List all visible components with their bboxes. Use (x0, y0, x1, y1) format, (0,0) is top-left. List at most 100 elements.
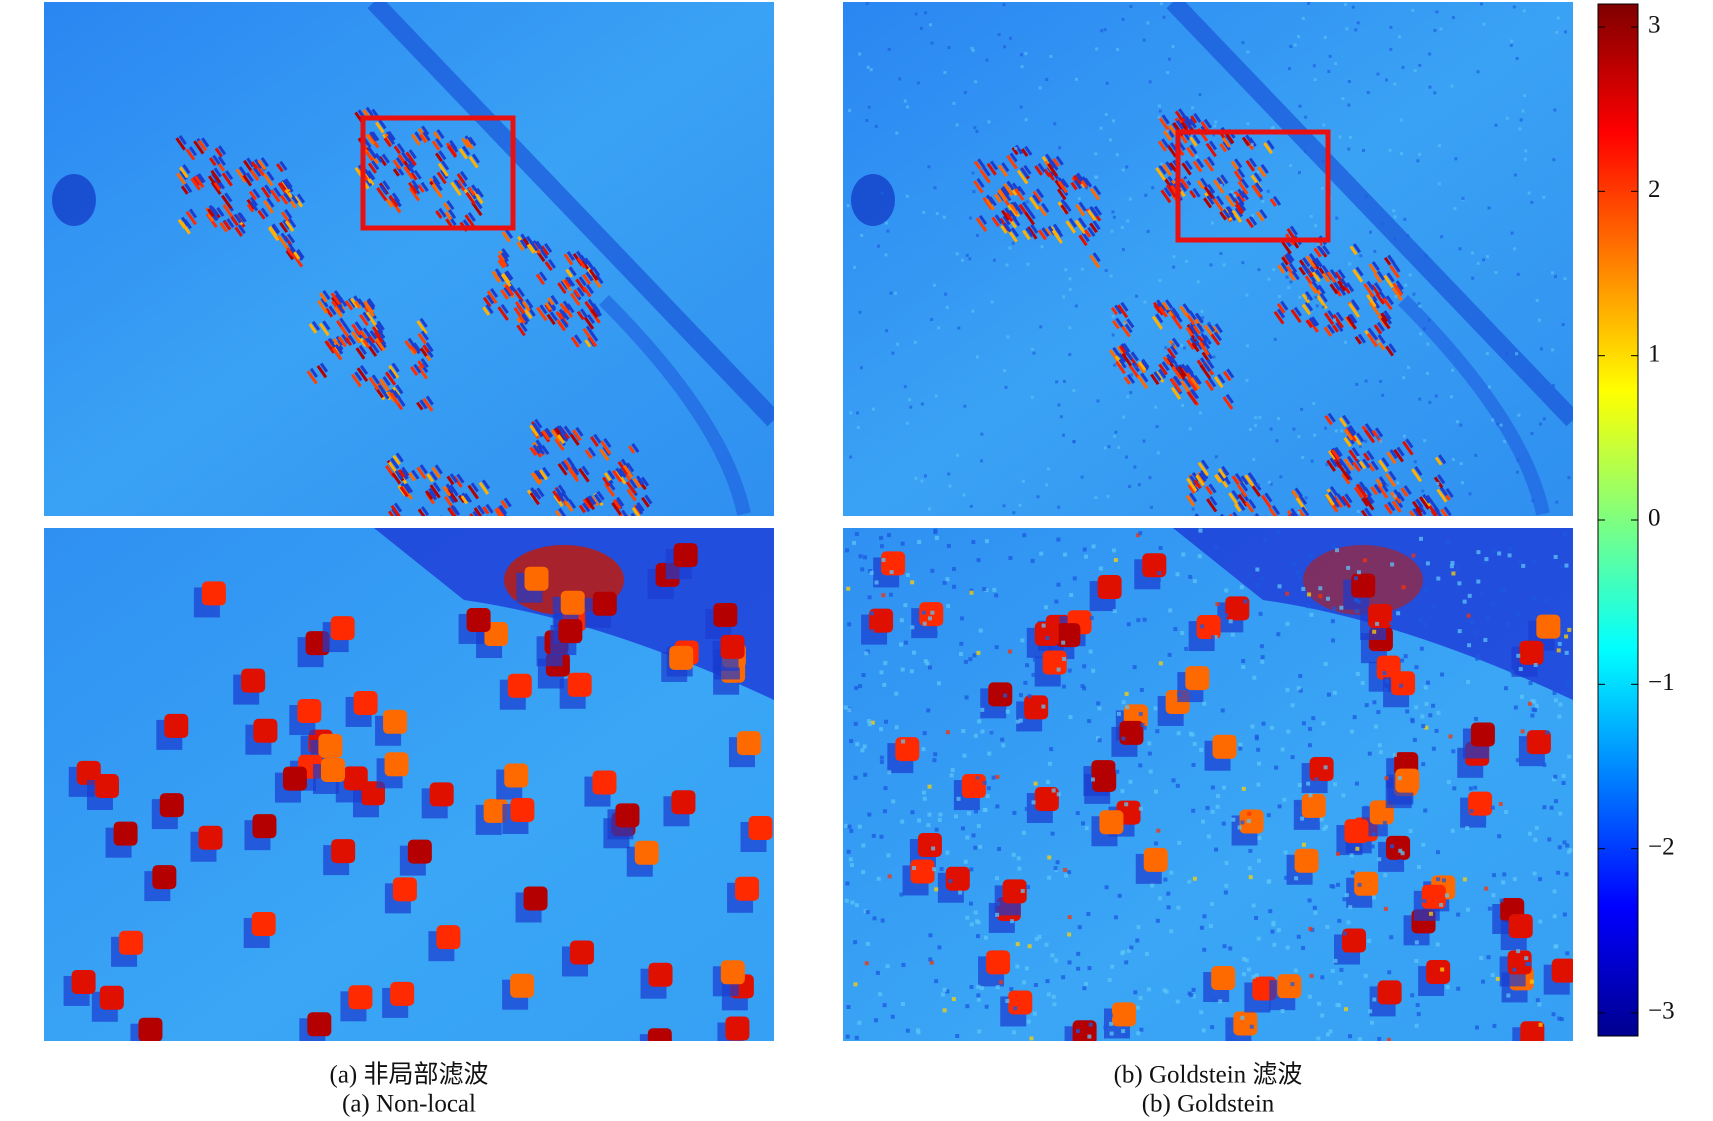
noise (1197, 554, 1202, 559)
speckle (1383, 314, 1393, 325)
noise (1567, 683, 1572, 688)
noise (1259, 644, 1264, 649)
speckle (1286, 251, 1295, 262)
speckle (465, 191, 476, 205)
speckle (392, 454, 401, 466)
noise (1132, 665, 1137, 670)
speckle (1182, 303, 1191, 314)
noise (1333, 958, 1338, 963)
noise (925, 661, 930, 666)
speckle (1195, 474, 1205, 487)
noise (1411, 553, 1416, 558)
speckle (381, 153, 390, 164)
speckle (1250, 483, 1261, 497)
noise (1313, 78, 1317, 82)
noise (1231, 817, 1236, 822)
speckle (425, 395, 434, 406)
speckle (179, 166, 189, 179)
noise (1057, 403, 1061, 407)
building (407, 839, 432, 864)
speckle (1161, 114, 1170, 125)
noise (1467, 643, 1472, 648)
noise (1214, 455, 1218, 459)
speckle (500, 252, 509, 263)
speckle (1222, 515, 1231, 516)
noise (1144, 951, 1149, 956)
speckle (1000, 224, 1008, 234)
speckle (1326, 324, 1336, 335)
noise (1555, 500, 1559, 504)
speckle (993, 193, 1002, 204)
speckle (1393, 489, 1402, 500)
noise (1393, 82, 1397, 86)
speckle (254, 163, 266, 177)
building (524, 566, 549, 591)
noise (1285, 621, 1290, 626)
speckle (419, 133, 428, 144)
speckle (1366, 280, 1375, 291)
speckle (584, 257, 593, 268)
speckle (1317, 284, 1326, 295)
speckle (1126, 318, 1135, 329)
noise (1417, 302, 1421, 306)
noise (1552, 690, 1557, 695)
noise (853, 940, 858, 945)
speckle (420, 181, 429, 192)
noise (1285, 275, 1289, 279)
noise (901, 962, 906, 967)
noise (1348, 135, 1352, 139)
noise (1496, 422, 1500, 426)
speckle (1271, 505, 1281, 515)
speckle (1137, 362, 1146, 374)
noise (1113, 363, 1117, 367)
noise (1020, 638, 1025, 643)
noise (1534, 825, 1539, 830)
noise (916, 81, 920, 85)
speckle (504, 271, 513, 282)
speckle (622, 469, 633, 483)
speckle (994, 214, 1003, 225)
noise (1212, 133, 1216, 137)
speckle (317, 299, 329, 314)
noise (1067, 960, 1072, 965)
noise (1421, 489, 1425, 493)
noise (975, 355, 979, 359)
speckle (406, 163, 415, 174)
noise (1513, 173, 1517, 177)
noise (1107, 978, 1112, 983)
building (392, 877, 417, 902)
speckle (1093, 185, 1102, 196)
speckle (1304, 301, 1314, 312)
noise (1199, 1010, 1204, 1015)
speckle (1434, 456, 1443, 466)
noise (894, 725, 899, 730)
noise (1103, 1025, 1108, 1030)
speckle (362, 327, 371, 338)
building (881, 551, 906, 576)
noise (1121, 1029, 1126, 1034)
noise (1289, 44, 1293, 48)
noise (847, 708, 852, 713)
noise (1024, 118, 1028, 122)
speckle (464, 138, 474, 150)
speckle (212, 154, 221, 165)
noise (1346, 920, 1351, 925)
speckle (179, 170, 188, 181)
speckle (1236, 168, 1246, 179)
speckle (529, 424, 539, 437)
speckle (1226, 368, 1235, 379)
speckle (260, 157, 269, 167)
speckle (1431, 502, 1440, 513)
speckle (1411, 468, 1422, 483)
speckle (630, 512, 639, 516)
noise (1466, 613, 1471, 618)
speckle (1290, 512, 1299, 516)
speckle (979, 168, 991, 184)
speckle (237, 212, 246, 223)
noise (1521, 109, 1525, 113)
noise (1172, 265, 1176, 269)
noise (1143, 300, 1147, 304)
speckle (1436, 488, 1448, 503)
speckle (1128, 364, 1140, 379)
